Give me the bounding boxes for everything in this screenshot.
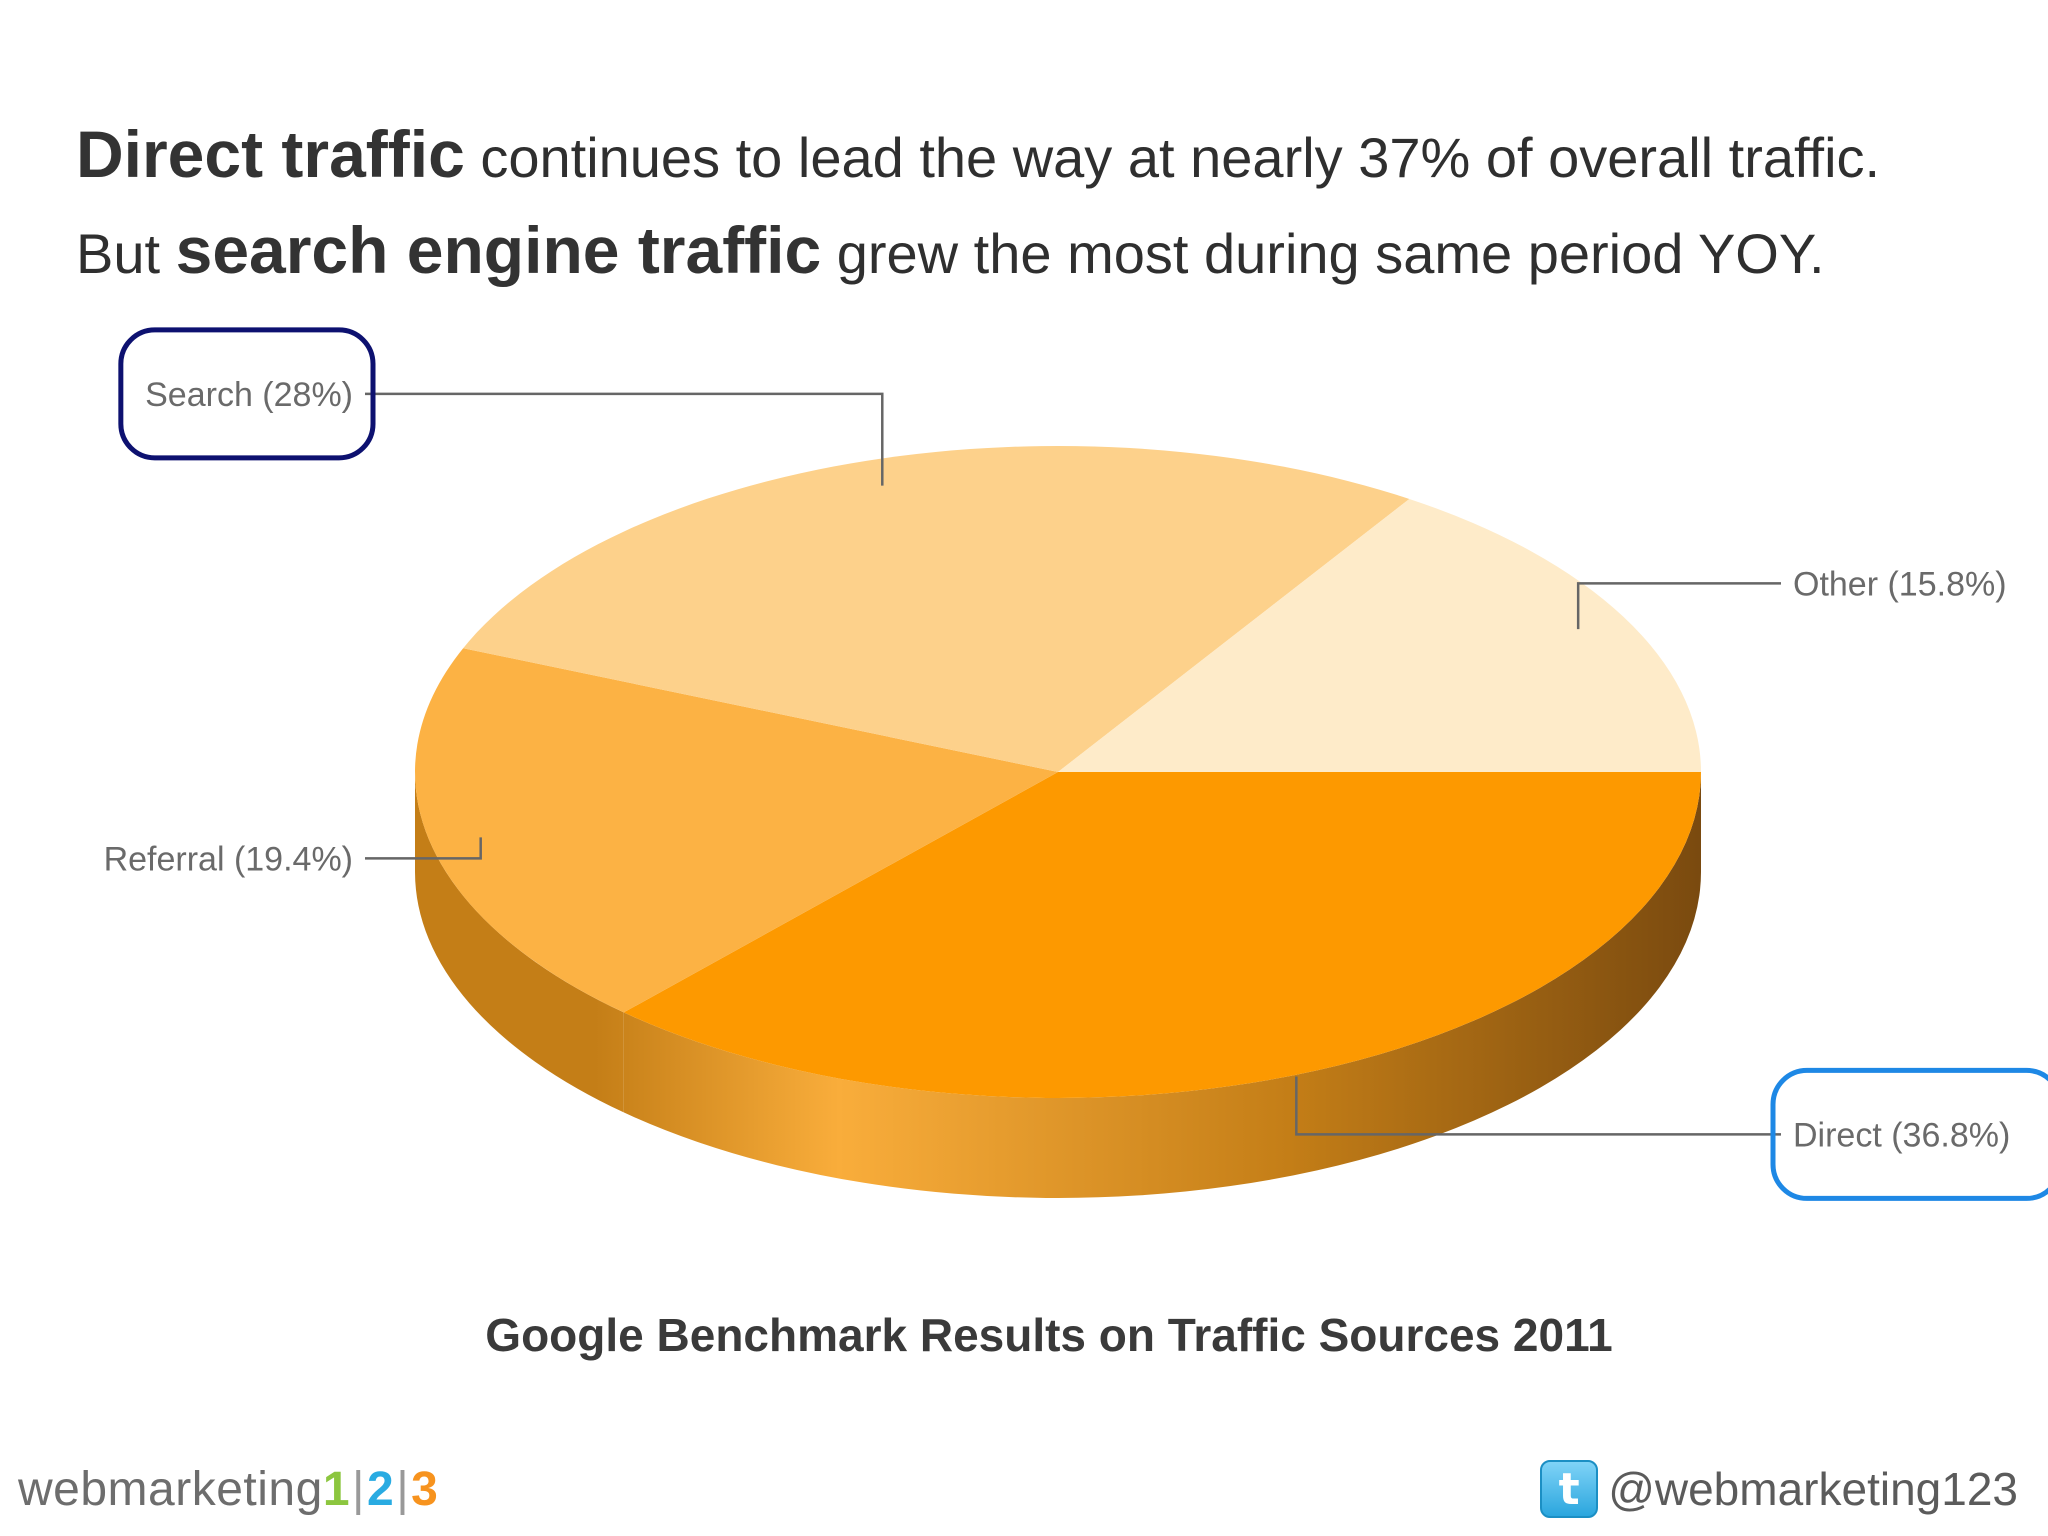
slice-label-search: Search (28%) [145,376,353,414]
slice-label-referral: Referral (19.4%) [104,840,353,878]
brand-separator-2: | [396,1463,410,1516]
leader-line-other [1576,582,1781,630]
headline-bold-search: search engine traffic [175,213,822,287]
headline-lead-2: But [76,222,176,285]
twitter-icon[interactable]: t [1540,1460,1599,1518]
pie-chart: Direct (36.8%) Referral (19.4%) Search (28… [104,327,2048,1201]
pie-side-direct [623,772,1701,1198]
pie-side-referral [414,772,624,1113]
pie-slice-direct [623,772,1701,1098]
brand-digit-1: 1 [322,1463,351,1516]
headline-bold-direct: Direct traffic [76,117,465,191]
leader-line-search [365,392,884,486]
pie-slice-search [463,445,1410,772]
leader-line-referral [365,837,482,860]
highlight-box-search [118,327,376,461]
brand-separator-1: | [352,1463,365,1516]
headline-text-1: continues to lead the way at nearly 37% … [464,126,1881,189]
brand-digit-2: 2 [366,1463,395,1516]
pie-side-group [414,772,1701,1198]
pie-slice-other [1058,498,1701,772]
headline: Direct traffic continues to lead the way… [76,108,2016,300]
slice-label-direct: Direct (36.8%) [1793,1116,2010,1154]
pie-slice-referral [415,648,1058,1013]
leader-line-direct [1295,1076,1781,1136]
twitter-handle[interactable]: @webmarketing123 [1608,1463,2018,1515]
brand-digit-3: 3 [411,1463,439,1516]
pie-top-group [415,445,1701,1098]
pie-labels-group: Direct (36.8%) Referral (19.4%) Search (28… [104,327,2048,1201]
twitter-badge[interactable]: t @webmarketing123 [1540,1460,2018,1518]
highlight-box-direct [1770,1067,2048,1201]
headline-text-2: grew the most during same period YOY. [821,222,1825,285]
headline-line-2: But search engine traffic grew the most … [76,204,2016,300]
brand-logo: webmarketing1|2|3 [18,1462,438,1517]
chart-title: Google Benchmark Results on Traffic Sour… [485,1309,1613,1361]
brand-text: webmarketing [18,1463,323,1516]
slice-label-other: Other (15.8%) [1793,565,2007,603]
headline-line-1: Direct traffic continues to lead the way… [76,108,2016,204]
